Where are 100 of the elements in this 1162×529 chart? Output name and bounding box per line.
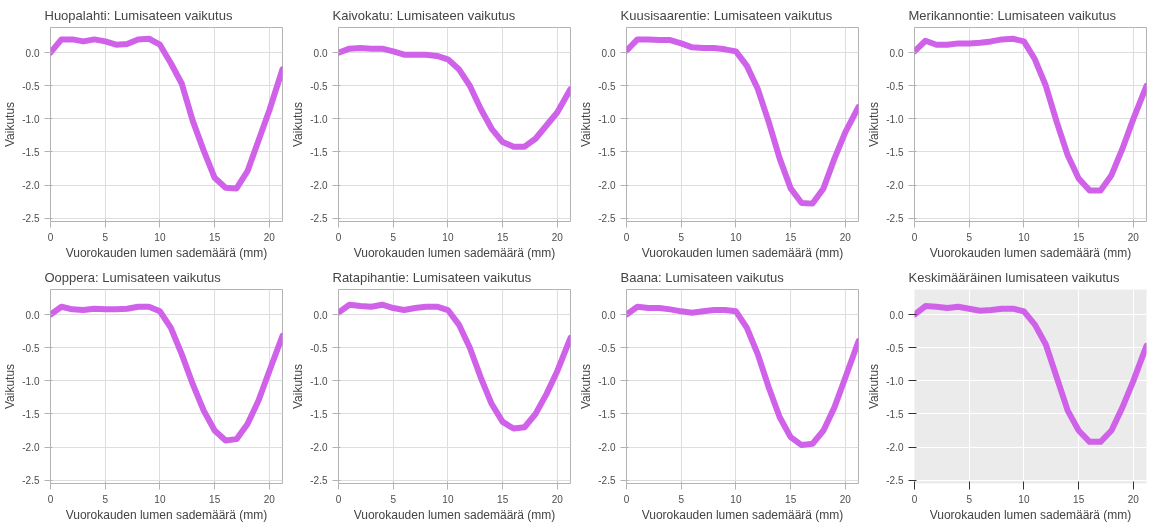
x-tick-label: 10 xyxy=(1018,493,1030,505)
x-axis-title: Vuorokauden lumen sademäärä (mm) xyxy=(353,245,556,260)
x-tick-label: 0 xyxy=(47,231,54,243)
y-tick-label: -2.0 xyxy=(598,442,616,454)
x-tick-label: 5 xyxy=(678,493,685,505)
y-axis-title: Vaikutus xyxy=(3,101,18,148)
y-tick-label: -1.0 xyxy=(598,375,616,387)
x-tick-label: 5 xyxy=(966,493,973,505)
x-tick-label: 15 xyxy=(209,493,221,505)
x-tick-label: 15 xyxy=(209,231,221,243)
x-tick-label: 5 xyxy=(102,493,109,505)
y-tick-label: -1.5 xyxy=(598,408,616,420)
y-tick-label: -1.0 xyxy=(310,375,328,387)
y-tick-label: -2.0 xyxy=(310,180,328,192)
x-axis-title: Vuorokauden lumen sademäärä (mm) xyxy=(929,507,1132,522)
y-tick-label: -2.0 xyxy=(886,442,904,454)
x-tick-label: 20 xyxy=(1127,493,1140,505)
x-axis-title: Vuorokauden lumen sademäärä (mm) xyxy=(65,245,268,260)
y-tick-label: 0.0 xyxy=(601,47,616,59)
x-tick-label: 0 xyxy=(335,231,342,243)
y-tick-label: -2.5 xyxy=(598,213,616,225)
y-axis-title: Vaikutus xyxy=(867,101,882,148)
x-tick-label: 15 xyxy=(785,493,797,505)
x-tick-label: 5 xyxy=(678,231,685,243)
y-tick-label: 0.0 xyxy=(889,309,904,321)
chart-title: Keskimääräinen lumisateen vaikutus xyxy=(908,269,1120,285)
x-tick-label: 15 xyxy=(1073,493,1085,505)
y-axis-title: Vaikutus xyxy=(579,363,594,410)
y-tick-label: -0.5 xyxy=(310,342,328,354)
y-tick-label: -2.0 xyxy=(886,180,904,192)
y-tick-label: -1.0 xyxy=(886,375,904,387)
y-tick-label: -1.5 xyxy=(310,146,328,158)
y-tick-label: 0.0 xyxy=(601,309,616,321)
y-tick-label: -0.5 xyxy=(598,80,616,92)
y-tick-label: -0.5 xyxy=(886,342,904,354)
x-tick-label: 10 xyxy=(154,493,166,505)
x-tick-label: 15 xyxy=(1073,231,1085,243)
y-tick-label: -2.5 xyxy=(886,213,904,225)
y-tick-label: -0.5 xyxy=(310,80,328,92)
y-tick-label: -1.5 xyxy=(22,146,40,158)
chart-title: Kaivokatu: Lumisateen vaikutus xyxy=(332,7,516,23)
chart-title: Ooppera: Lumisateen vaikutus xyxy=(44,269,222,285)
x-tick-label: 10 xyxy=(154,231,166,243)
x-tick-label: 0 xyxy=(623,493,630,505)
x-tick-label: 5 xyxy=(966,231,973,243)
x-axis-title: Vuorokauden lumen sademäärä (mm) xyxy=(641,507,844,522)
y-tick-label: 0.0 xyxy=(25,309,40,321)
x-tick-label: 10 xyxy=(730,231,742,243)
chart-title: Huopalahti: Lumisateen vaikutus xyxy=(44,7,233,23)
x-tick-label: 0 xyxy=(911,493,918,505)
y-tick-label: -0.5 xyxy=(22,342,40,354)
y-tick-label: -1.5 xyxy=(310,408,328,420)
chart-title: Baana: Lumisateen vaikutus xyxy=(620,269,785,285)
x-axis-title: Vuorokauden lumen sademäärä (mm) xyxy=(353,507,556,522)
y-axis-title: Vaikutus xyxy=(291,101,306,148)
y-axis-title: Vaikutus xyxy=(579,101,594,148)
x-tick-label: 0 xyxy=(911,231,918,243)
y-tick-label: -2.5 xyxy=(22,475,40,487)
y-tick-label: -2.5 xyxy=(886,475,904,487)
chart-title: Kuusisaarentie: Lumisateen vaikutus xyxy=(620,7,833,23)
y-tick-label: -1.0 xyxy=(22,113,40,125)
y-tick-label: -2.5 xyxy=(310,475,328,487)
y-tick-label: -0.5 xyxy=(886,80,904,92)
x-tick-label: 0 xyxy=(47,493,54,505)
x-tick-label: 10 xyxy=(730,493,742,505)
x-tick-label: 20 xyxy=(839,231,852,243)
x-axis-title: Vuorokauden lumen sademäärä (mm) xyxy=(929,245,1132,260)
y-tick-label: -1.0 xyxy=(22,375,40,387)
y-tick-label: -2.5 xyxy=(598,475,616,487)
chart-title: Ratapihantie: Lumisateen vaikutus xyxy=(332,269,532,285)
y-tick-label: -2.0 xyxy=(22,180,40,192)
y-tick-label: 0.0 xyxy=(25,47,40,59)
x-tick-label: 15 xyxy=(497,493,509,505)
y-tick-label: -1.5 xyxy=(598,146,616,158)
y-tick-label: -1.5 xyxy=(886,408,904,420)
y-tick-label: -1.0 xyxy=(598,113,616,125)
y-axis-title: Vaikutus xyxy=(291,363,306,410)
x-tick-label: 10 xyxy=(1018,231,1030,243)
y-tick-label: -1.5 xyxy=(22,408,40,420)
y-tick-label: -1.0 xyxy=(886,113,904,125)
y-tick-label: -1.0 xyxy=(310,113,328,125)
y-tick-label: 0.0 xyxy=(313,309,328,321)
chart-title: Merikannontie: Lumisateen vaikutus xyxy=(908,7,1117,23)
x-tick-label: 20 xyxy=(839,493,852,505)
y-tick-label: -2.5 xyxy=(22,213,40,225)
x-tick-label: 10 xyxy=(442,493,454,505)
x-tick-label: 20 xyxy=(1127,231,1140,243)
y-tick-label: 0.0 xyxy=(313,47,328,59)
y-tick-label: -1.5 xyxy=(886,146,904,158)
x-tick-label: 10 xyxy=(442,231,454,243)
x-tick-label: 5 xyxy=(102,231,109,243)
y-axis-title: Vaikutus xyxy=(867,363,882,410)
x-tick-label: 20 xyxy=(263,231,276,243)
x-tick-label: 0 xyxy=(623,231,630,243)
x-tick-label: 5 xyxy=(390,493,397,505)
x-axis-title: Vuorokauden lumen sademäärä (mm) xyxy=(641,245,844,260)
x-tick-label: 15 xyxy=(785,231,797,243)
y-tick-label: 0.0 xyxy=(889,47,904,59)
y-tick-label: -0.5 xyxy=(598,342,616,354)
y-tick-label: -2.5 xyxy=(310,213,328,225)
